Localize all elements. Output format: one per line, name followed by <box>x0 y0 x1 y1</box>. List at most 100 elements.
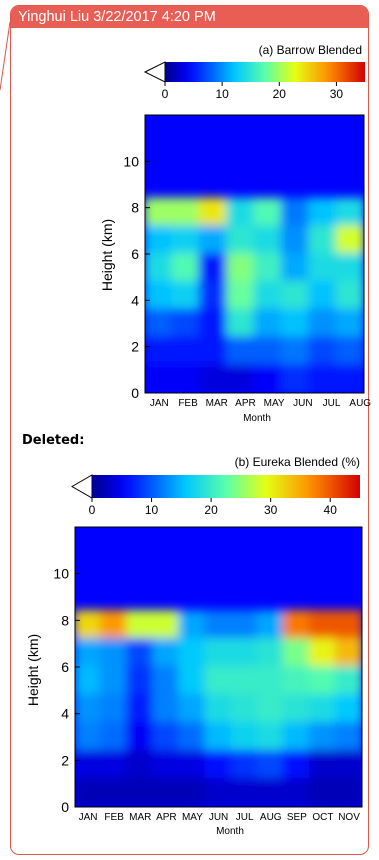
heatmap-cell <box>204 778 233 807</box>
comment-header[interactable]: Yinghui Liu 3/22/2017 4:20 PM <box>11 6 368 28</box>
heatmap-cell <box>253 364 283 393</box>
heatmap-cell <box>152 638 181 668</box>
heatmap-cell <box>280 308 311 339</box>
heatmap-cell <box>100 610 129 640</box>
heatmap-cell <box>256 750 285 780</box>
y-tick-label: 0 <box>61 799 69 815</box>
heatmap-cell <box>75 778 103 807</box>
heatmap-cell <box>282 722 311 752</box>
heatmap-cell <box>126 610 155 640</box>
x-tick-label: MAY <box>264 398 285 409</box>
colorbar-tick-label: 40 <box>324 503 338 517</box>
heatmap-cell <box>256 610 285 640</box>
heatmap-cell <box>204 694 233 724</box>
heatmap-cell <box>334 778 362 807</box>
heatmap-cell <box>126 722 155 752</box>
heatmap-cell <box>171 280 201 311</box>
x-tick-label: APR <box>235 398 256 409</box>
heatmap-cell <box>171 336 201 367</box>
heatmap-cell <box>253 253 283 283</box>
heatmap-cell <box>280 280 311 311</box>
heatmap-cell <box>226 197 256 228</box>
heatmap-cell <box>100 722 129 752</box>
heatmap-cell <box>171 197 201 228</box>
heatmap-cell <box>308 280 338 311</box>
x-tick-label: JUN <box>209 812 228 823</box>
heatmap-cell <box>282 694 311 724</box>
heatmap-cell <box>230 666 259 696</box>
y-tick-label: 6 <box>61 659 69 675</box>
x-tick-label: AUG <box>260 812 282 823</box>
heatmap-cell <box>230 778 259 807</box>
colorbar-tick-label: 20 <box>273 87 287 101</box>
heatmap-cell <box>253 308 283 339</box>
heatmap-cell <box>335 308 364 339</box>
heatmap-cell <box>226 225 256 255</box>
heatmap-cell <box>204 750 233 780</box>
colorbar: 0 10 20 30 40 <box>70 474 360 517</box>
heatmap-cell <box>256 722 285 752</box>
heatmap-cell <box>256 694 285 724</box>
y-axis-label: Height (km) <box>25 634 41 706</box>
x-tick-label: JUN <box>293 398 312 409</box>
y-tick-label: 10 <box>123 153 139 169</box>
heatmap-cell <box>198 364 229 393</box>
heatmap-cell <box>308 197 338 228</box>
y-tick-label: 0 <box>131 385 139 401</box>
heatmap-cell <box>335 280 364 311</box>
heatmap-cell <box>126 666 155 696</box>
x-tick-label: FEB <box>178 398 198 409</box>
heatmap-cell <box>204 638 233 668</box>
heatmap-cell <box>100 666 129 696</box>
heatmap-cell <box>230 610 259 640</box>
heatmap-cell <box>253 197 283 228</box>
heatmap-cell <box>334 610 362 640</box>
heatmap-cell <box>308 638 337 668</box>
heatmap-cell <box>145 253 174 283</box>
heatmap-cell <box>204 666 233 696</box>
heatmap-cell <box>308 364 338 393</box>
heatmap-cell <box>226 336 256 367</box>
y-tick-label: 4 <box>131 292 139 308</box>
y-tick-label: 2 <box>61 752 69 768</box>
heatmap-cell <box>171 225 201 255</box>
heatmap-cell <box>152 750 181 780</box>
heatmap-cell <box>198 336 229 367</box>
colorbar-gradient <box>165 62 365 82</box>
x-tick-label: JUL <box>236 812 254 823</box>
x-tick-label: FEB <box>104 812 124 823</box>
chart-title: (a) Barrow Blended <box>259 43 362 57</box>
heatmap-cell <box>145 336 174 367</box>
x-tick-label: AUG <box>349 398 371 409</box>
heatmap-cell <box>308 722 337 752</box>
y-tick-label: 2 <box>131 339 139 355</box>
heatmap-cell <box>126 750 155 780</box>
colorbar-gradient <box>92 475 360 498</box>
heatmap-cell <box>334 750 362 780</box>
heatmap-cell <box>145 280 174 311</box>
heatmap-cell <box>256 638 285 668</box>
barrow-blended-chart: (a) Barrow Blended 0 10 20 30 Height (km) M… <box>99 43 371 424</box>
heatmap-cell <box>230 750 259 780</box>
heatmap-cell <box>171 364 201 393</box>
heatmap-cell <box>282 778 311 807</box>
heatmap-cell <box>145 225 174 255</box>
heatmap-cell <box>75 610 103 640</box>
y-tick-label: 6 <box>131 246 139 262</box>
heatmap-cell <box>152 778 181 807</box>
heatmap-cell <box>178 666 207 696</box>
colorbar-tick-label: 0 <box>89 503 96 517</box>
x-tick-label: NOV <box>338 812 360 823</box>
x-axis-label: Month <box>243 413 271 424</box>
heatmap-cell <box>145 308 174 339</box>
heatmap-cell <box>282 750 311 780</box>
heatmap-cell <box>178 750 207 780</box>
heatmap-cell <box>308 308 338 339</box>
heatmap-cell <box>226 253 256 283</box>
heatmap-cell <box>253 336 283 367</box>
heatmap-plot-area <box>145 115 364 393</box>
colorbar-tick-label: 30 <box>264 503 278 517</box>
heatmap-cell <box>308 253 338 283</box>
heatmap-cell <box>226 280 256 311</box>
